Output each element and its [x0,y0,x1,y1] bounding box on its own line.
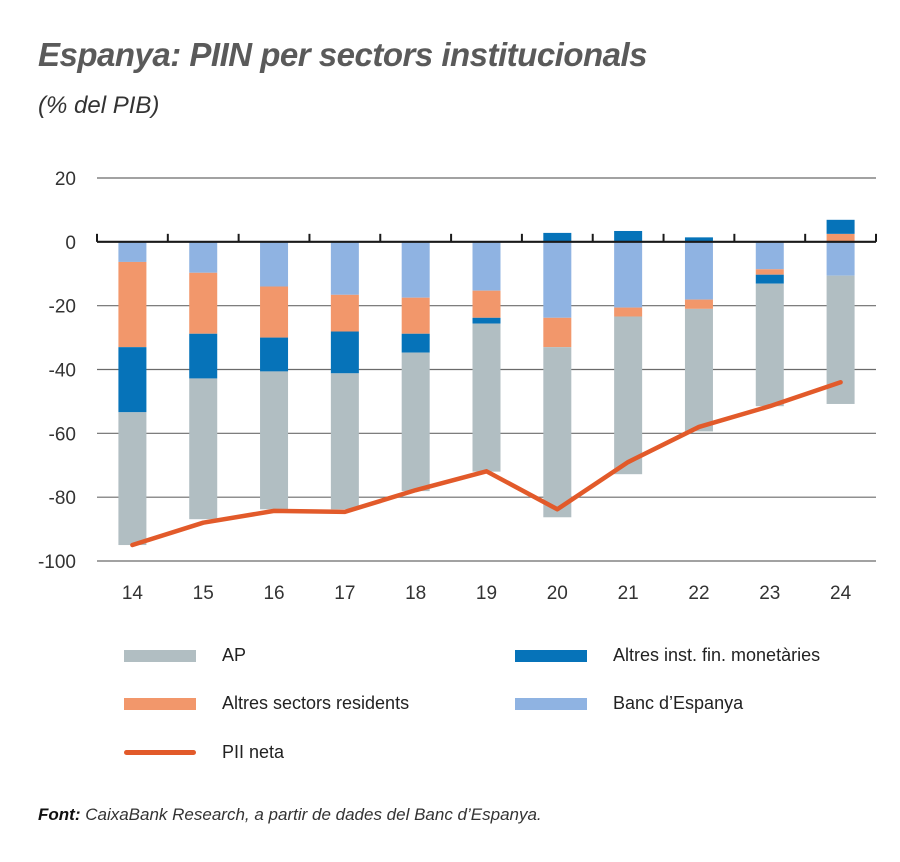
bar-segment [189,333,218,379]
x-axis-ticks: 14 15 16 17 18 19 20 21 22 23 24 [122,583,852,604]
legend-item-pii: PII neta [124,742,284,763]
legend-swatch-aifm [515,649,587,662]
bar-segment [543,317,572,348]
source-note: Font: CaixaBank Research, a partir de da… [38,805,542,825]
x-tick-label: 14 [122,583,144,604]
bar-segment [401,333,430,353]
pii-neta-polyline [130,380,843,548]
legend-label-bde: Banc d’Espanya [613,693,744,713]
legend-swatch-asr [124,697,196,710]
zero-axis [96,233,877,243]
bar-segment [614,241,643,308]
source-label: Font: [38,805,81,824]
legend-swatch-bde [515,697,587,710]
bar-segment [755,269,784,275]
pii-neta-line [130,380,843,548]
bar-segment [401,297,430,334]
x-tick-label: 18 [405,583,426,604]
y-tick-label: -20 [49,297,76,318]
bar-segment [118,347,147,413]
bar-segment [401,241,430,298]
bar-segment [472,241,501,291]
bar-segment [755,283,784,407]
y-tick-label: -100 [38,552,76,573]
bar-segment [260,241,289,287]
bar-segment [755,274,784,284]
bar-segment [826,233,855,242]
bar-segment [330,241,359,295]
x-tick-label: 15 [193,583,214,604]
x-tick-label: 21 [618,583,639,604]
legend-swatch-pii [124,750,196,755]
bar-segment [260,371,289,510]
legend-label-asr: Altres sectors residents [222,693,410,713]
chart-plot: 20 0 -20 -40 -60 -80 -100 14 15 16 17 18 19 20 21 22 23… [38,169,877,604]
y-tick-label: -80 [49,488,76,509]
bar-segment [684,237,713,242]
bar-segment [684,299,713,309]
bar-segment [330,294,359,332]
legend-swatch-ap [124,649,196,662]
bar-segment [472,290,501,318]
bar-segment [614,307,643,317]
bar-segment [118,241,147,262]
y-axis-ticks: 20 0 -20 -40 -60 -80 -100 [38,169,76,573]
y-tick-label: 20 [55,169,76,190]
legend-item-bde: Banc d’Espanya [515,693,743,714]
bar-segment [189,272,218,334]
legend-item-aifm: Altres inst. fin. monetàries [515,645,820,666]
bar-segment [826,241,855,276]
x-tick-label: 24 [830,583,852,604]
bar-segment [401,352,430,492]
x-tick-label: 22 [688,583,709,604]
x-tick-label: 17 [334,583,355,604]
bar-segment [118,261,147,348]
bar-segment [189,378,218,520]
bar-segment [543,232,572,242]
bar-segment [614,316,643,475]
bar-segment [472,317,501,324]
legend-item-ap: AP [124,645,246,666]
legend-label-aifm: Altres inst. fin. monetàries [613,645,821,665]
bar-segment [543,241,572,318]
x-tick-label: 16 [263,583,284,604]
bar-segment [614,230,643,242]
bar-segment [260,337,289,372]
y-tick-label: -60 [49,424,76,445]
bar-segment [189,241,218,273]
bar-segment [260,286,289,338]
bar-segment [755,241,784,270]
bar-segment [330,373,359,510]
bar-segment [330,331,359,374]
legend-label-ap: AP [222,645,247,665]
bar-stacks [118,219,855,546]
legend-item-asr: Altres sectors residents [124,693,409,714]
bar-segment [684,241,713,300]
x-tick-label: 19 [476,583,497,604]
bar-segment [543,347,572,518]
source-text: CaixaBank Research, a partir de dades de… [85,805,542,824]
bar-segment [826,219,855,234]
y-tick-label: -40 [49,361,76,382]
chart-title: Espanya: PIIN per sectors institucionals [38,36,648,73]
bar-segment [118,412,147,546]
x-tick-label: 20 [547,583,568,604]
legend-label-pii: PII neta [222,742,285,762]
chart-subtitle: (% del PIB) [38,92,160,119]
bar-segment [684,308,713,432]
y-tick-label: 0 [65,233,76,254]
x-tick-label: 23 [759,583,780,604]
bar-segment [472,323,501,472]
